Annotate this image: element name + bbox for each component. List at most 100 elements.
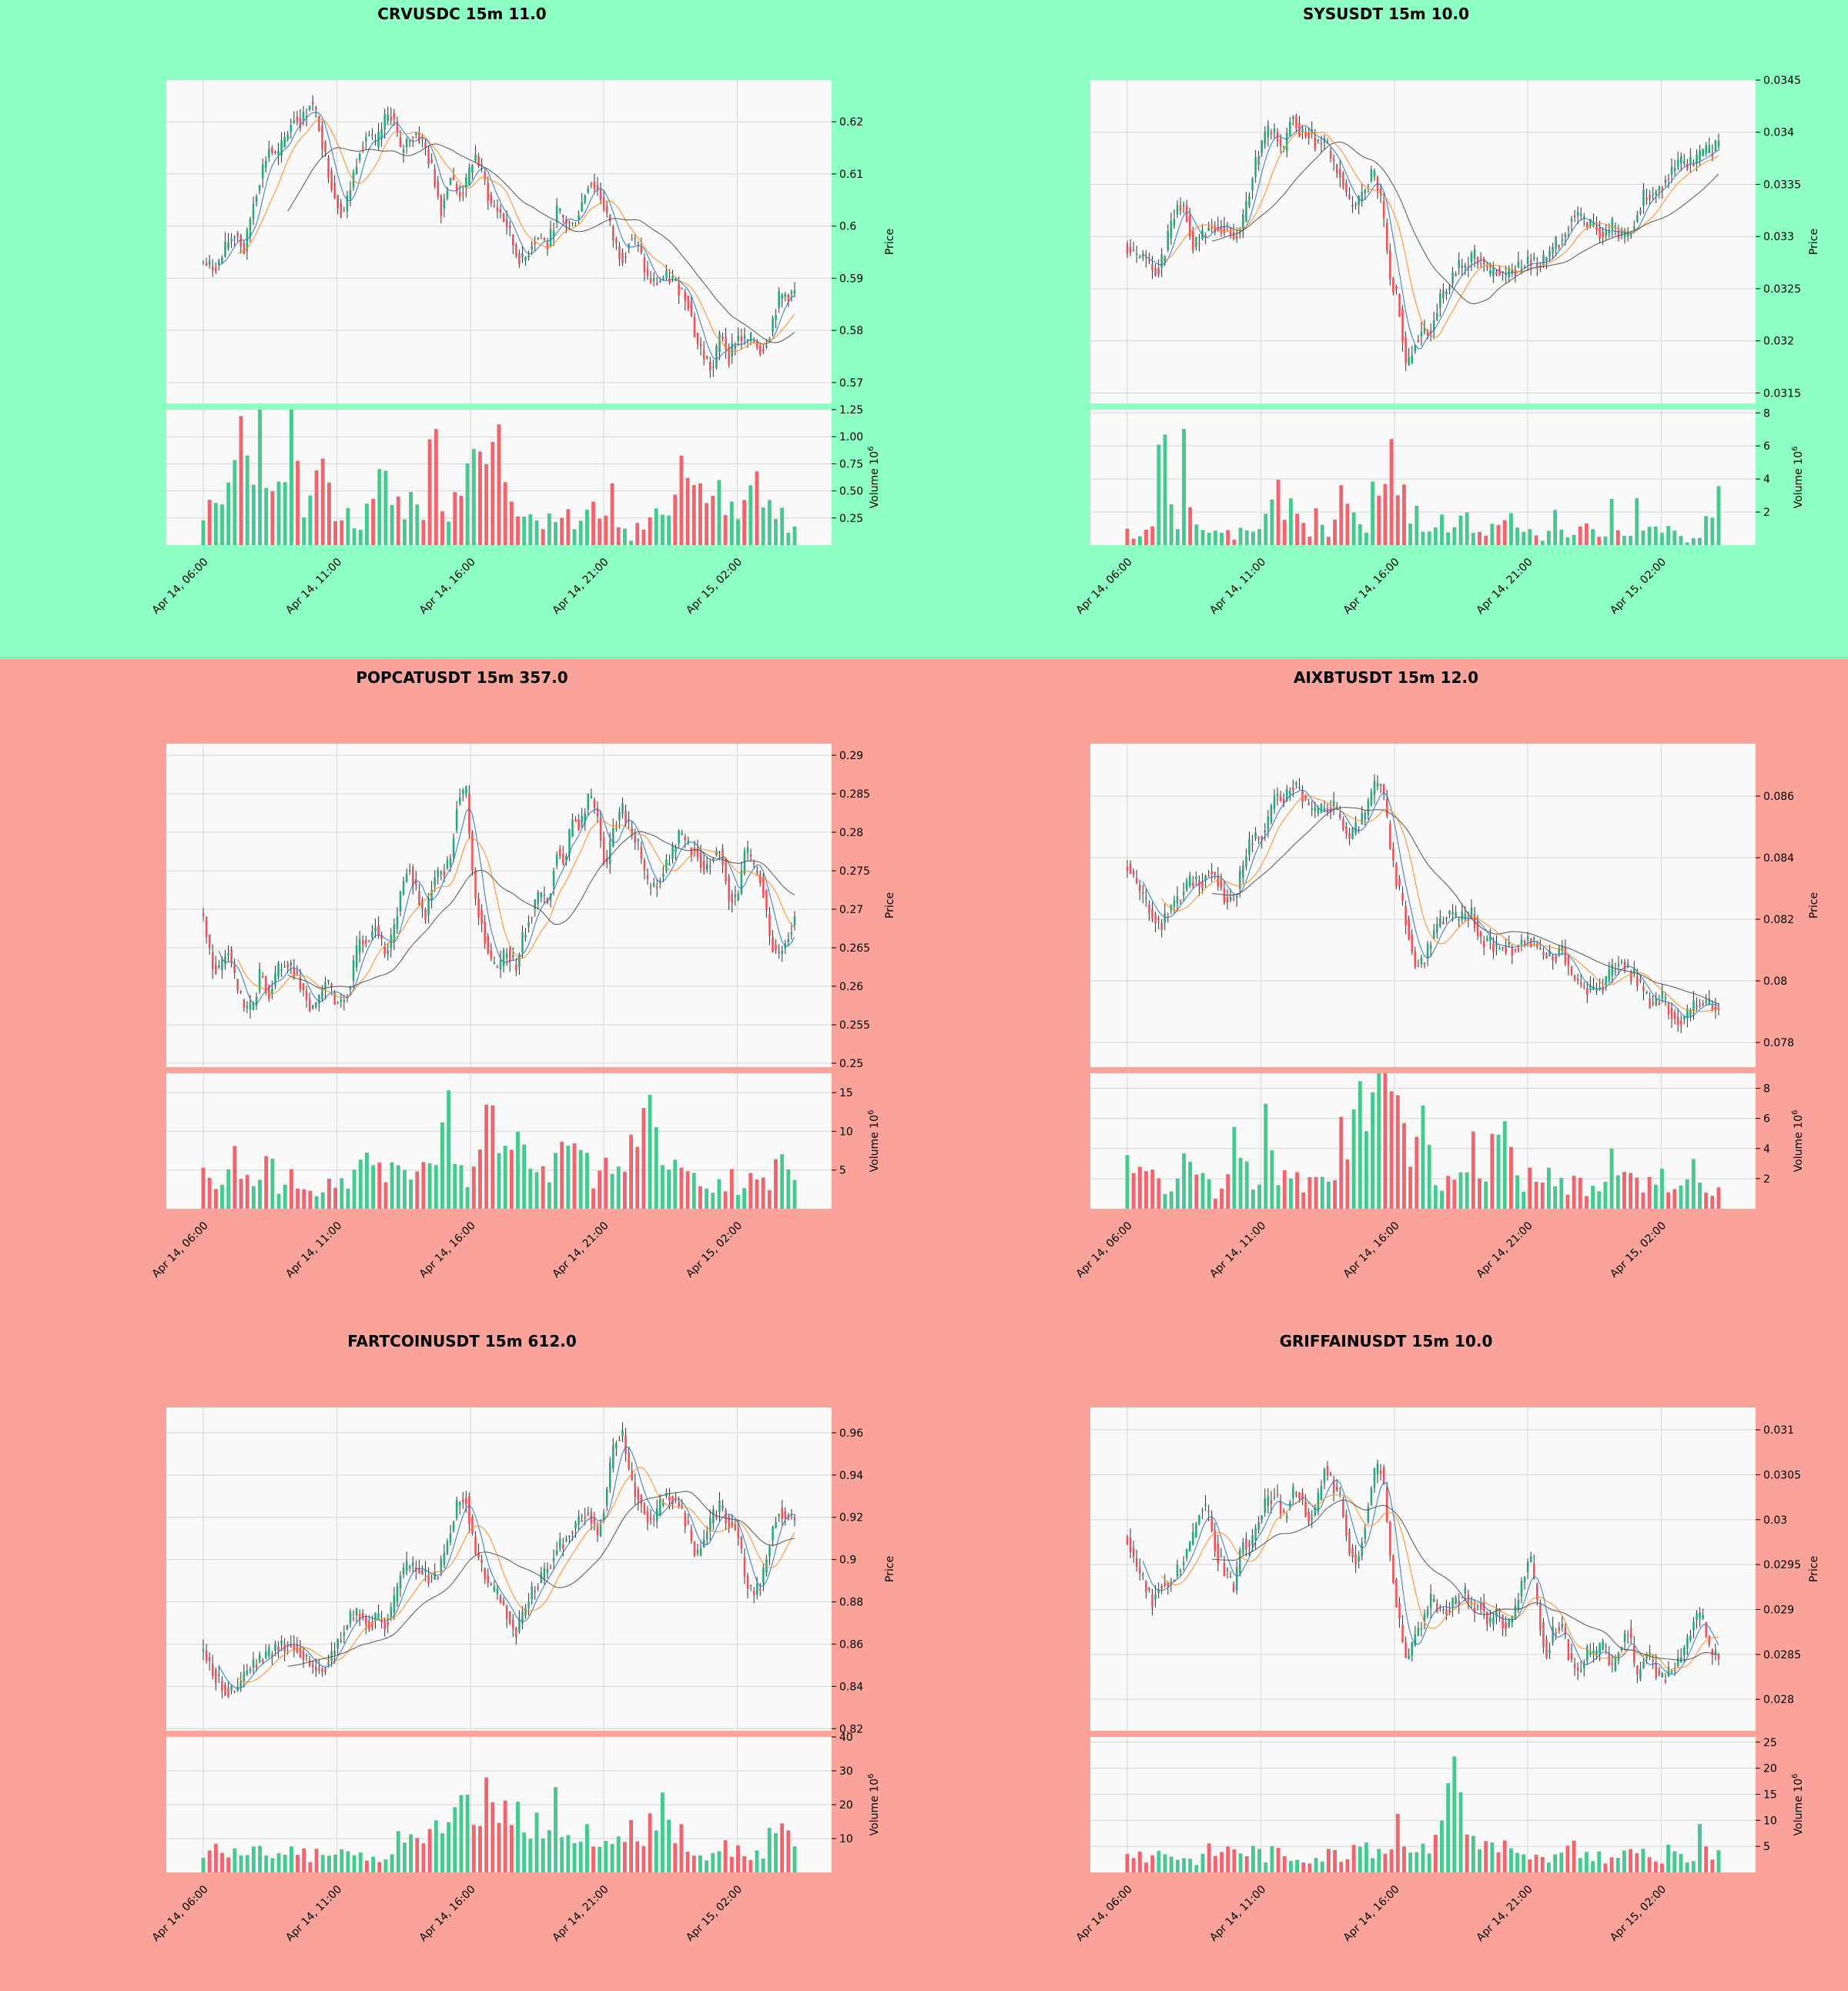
volume-bar [320,1855,325,1872]
candle-body [762,1568,765,1584]
candle-body [1182,1561,1185,1565]
candle-body [1345,825,1348,835]
candle-body [355,1608,358,1616]
candle-body [430,1577,433,1578]
volume-bar [528,1839,533,1872]
volume-bar [1515,1852,1520,1872]
volume-bar [1685,542,1689,545]
volume-bar [1157,444,1161,545]
candle-body [1614,1657,1617,1671]
volume-bar [711,1193,715,1209]
volume-bar [1685,1862,1689,1872]
candle-body [715,1516,718,1518]
volume-bar [1591,1861,1595,1872]
candle-body [336,1002,339,1003]
candle-body [1339,169,1341,178]
candle-body [1170,1581,1173,1583]
candle-body [290,1644,293,1648]
candle-body [1298,123,1301,137]
volume-bar [780,1823,785,1872]
candle-body [374,1612,377,1621]
candle-body [618,1440,621,1442]
volume-bar [390,504,394,545]
price-tick-label: 0.88 [839,1597,863,1609]
price-axis-label: Price [884,229,896,255]
candle-body [1620,231,1623,235]
volume-tick-label: 8 [1763,1083,1770,1096]
candle-body [1614,226,1617,227]
volume-bar [534,1812,539,1872]
candle-body [534,242,536,245]
candle-body [725,858,727,882]
volume-bar [1641,530,1645,545]
volume-tick-label: 4 [1763,1143,1770,1156]
candle-body [1339,813,1341,818]
volume-bar [459,1165,464,1209]
volume-bar [1647,1857,1652,1872]
volume-bar [648,517,652,545]
volume-bar [459,1795,464,1872]
candle-body [702,350,705,360]
volume-bar [1188,507,1193,545]
volume-bar [1572,1840,1576,1872]
candle-body [565,856,567,861]
volume-bar [1704,1193,1709,1209]
volume-bar [270,1159,275,1209]
volume-bar [1458,1172,1463,1209]
candle-body [1699,1004,1701,1006]
candle-body [311,1665,314,1668]
volume-bar [1364,533,1368,545]
candle-body [271,1655,273,1658]
candle-body [1526,1561,1529,1573]
candle-body [1589,219,1592,226]
candle-body [1558,947,1561,955]
candle-body [1289,791,1291,795]
price-tick-label: 0.62 [839,116,863,129]
candle-body [531,1586,533,1600]
candle-body [640,1495,643,1504]
candle-body [693,316,696,337]
candle-body [455,1500,458,1518]
candle-body [434,877,436,886]
time-tick-label: Apr 14, 16:00 [1341,1220,1402,1280]
candle-body [343,1632,346,1636]
candle-body [1223,1563,1226,1577]
candle-body [1301,129,1304,132]
volume-bar [427,1829,432,1872]
candle-body [1595,989,1598,991]
volume-bar [1471,533,1475,545]
candle-body [1214,1530,1217,1551]
volume-bar [604,1157,608,1209]
volume-bar [1465,512,1469,545]
price-tick-label: 0.034 [1763,127,1794,139]
candle-body [546,242,549,249]
volume-bar [1358,1846,1362,1872]
candle-body [405,873,408,882]
volume-bar [364,1153,369,1209]
volume-bar [1326,1849,1331,1872]
candle-body [768,338,771,340]
volume-bar [503,1800,507,1872]
volume-bar [1207,1843,1211,1872]
volume-bar [497,1153,501,1209]
candle-body [746,847,749,853]
candle-body [1489,270,1491,275]
candle-body [768,913,771,936]
candle-body [1254,157,1257,177]
candle-body [1307,803,1310,805]
candle-body [1652,194,1654,196]
volume-bar [705,503,709,545]
volume-bar [673,1843,678,1872]
candle-body [318,994,320,1004]
volume-bar [1421,531,1425,545]
chart-title: SYSUSDT 15m 10.0 [1302,5,1470,23]
volume-bar [1679,1185,1683,1209]
candle-body [358,154,361,160]
candle-body [299,119,302,128]
candle-body [499,209,502,213]
volume-tick-label: 1.00 [839,431,863,443]
candle-body [343,1000,346,1002]
candle-body [1567,956,1570,966]
volume-bar [1528,1859,1532,1872]
time-tick-label: Apr 14, 21:00 [1475,1220,1535,1280]
